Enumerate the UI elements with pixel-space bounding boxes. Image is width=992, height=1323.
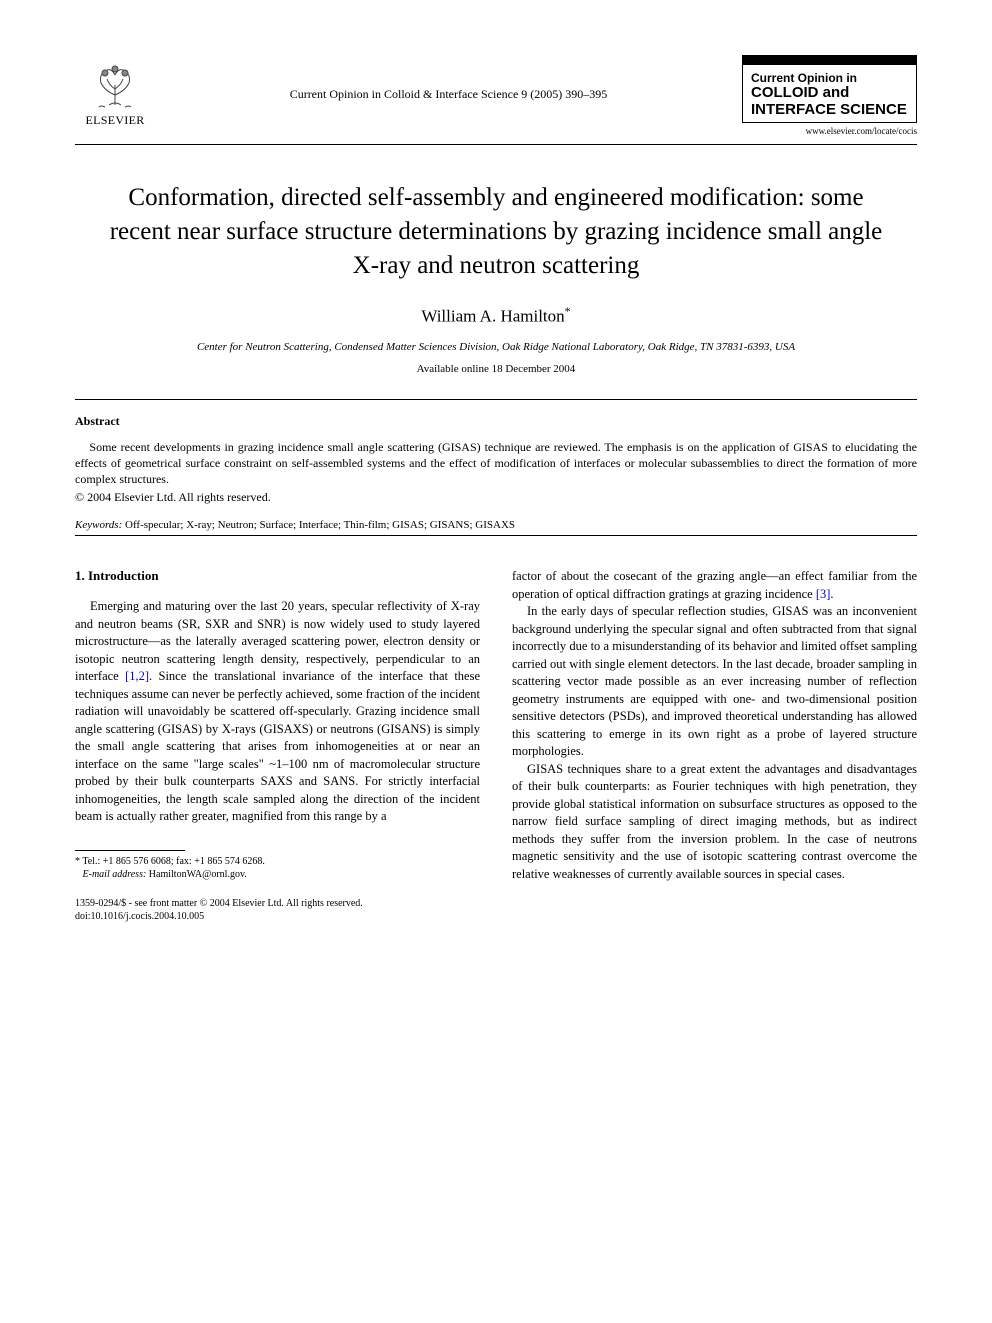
keywords-list: Off-specular; X-ray; Neutron; Surface; I… <box>125 519 515 531</box>
right-column: factor of about the cosecant of the graz… <box>512 568 917 923</box>
journal-reference: Current Opinion in Colloid & Interface S… <box>155 55 742 102</box>
post-abstract-rule <box>75 535 917 536</box>
keywords-line: Keywords: Off-specular; X-ray; Neutron; … <box>75 519 917 531</box>
footnote-email: HamiltonWA@ornl.gov. <box>149 869 247 880</box>
left-column-text: Emerging and maturing over the last 20 y… <box>75 598 480 826</box>
right-column-text: factor of about the cosecant of the graz… <box>512 568 917 883</box>
article-title: Conformation, directed self-assembly and… <box>95 181 897 282</box>
pre-abstract-rule <box>75 399 917 400</box>
journal-box-line2: COLLOID and <box>751 85 908 102</box>
intro-p1-continuation: factor of about the cosecant of the graz… <box>512 568 917 603</box>
keywords-label: Keywords: <box>75 519 122 531</box>
page-footer: 1359-0294/$ - see front matter © 2004 El… <box>75 897 480 923</box>
left-column: 1. Introduction Emerging and maturing ov… <box>75 568 480 923</box>
journal-brand-column: Current Opinion in COLLOID and INTERFACE… <box>742 55 917 136</box>
footer-doi: doi:10.1016/j.cocis.2004.10.005 <box>75 910 480 923</box>
footnote-marker: * <box>75 856 80 867</box>
journal-title-box: Current Opinion in COLLOID and INTERFACE… <box>742 55 917 123</box>
footnote-telfax: Tel.: +1 865 576 6068; fax: +1 865 574 6… <box>82 856 265 867</box>
journal-url: www.elsevier.com/locate/cocis <box>742 126 917 136</box>
intro-paragraph-3: GISAS techniques share to a great extent… <box>512 761 917 884</box>
author-affiliation: Center for Neutron Scattering, Condensed… <box>75 341 917 353</box>
abstract-heading: Abstract <box>75 414 917 429</box>
available-online: Available online 18 December 2004 <box>75 363 917 375</box>
publisher-name: ELSEVIER <box>85 113 144 128</box>
section-1-heading: 1. Introduction <box>75 568 480 584</box>
abstract-body: Some recent developments in grazing inci… <box>75 439 917 488</box>
corresponding-author-footnote: * Tel.: +1 865 576 6068; fax: +1 865 574… <box>75 855 480 881</box>
author-line: William A. Hamilton* <box>75 304 917 327</box>
publisher-logo-block: ELSEVIER <box>75 55 155 128</box>
footnote-rule <box>75 850 185 851</box>
journal-box-line1: Current Opinion in <box>751 71 908 85</box>
p1-part-b: . Since the translational invariance of … <box>75 669 480 823</box>
body-columns: 1. Introduction Emerging and maturing ov… <box>75 568 917 923</box>
elsevier-tree-icon <box>87 55 143 111</box>
footnote-email-label: E-mail address: <box>83 869 147 880</box>
footnote-email-line: E-mail address: HamiltonWA@ornl.gov. <box>75 868 480 881</box>
header-rule <box>75 144 917 145</box>
abstract-copyright: © 2004 Elsevier Ltd. All rights reserved… <box>75 490 917 505</box>
p1c-part-a: factor of about the cosecant of the graz… <box>512 569 917 601</box>
reference-link-1-2[interactable]: [1,2] <box>125 669 149 683</box>
footer-issn: 1359-0294/$ - see front matter © 2004 El… <box>75 897 480 910</box>
p1c-part-b: . <box>830 587 833 601</box>
author-name: William A. Hamilton <box>421 307 564 326</box>
author-marker: * <box>565 304 571 318</box>
journal-box-line3: INTERFACE SCIENCE <box>751 102 908 119</box>
footnote-contact: * Tel.: +1 865 576 6068; fax: +1 865 574… <box>75 855 480 868</box>
page-header: ELSEVIER Current Opinion in Colloid & In… <box>75 55 917 136</box>
intro-paragraph-2: In the early days of specular reflection… <box>512 603 917 761</box>
intro-paragraph-1: Emerging and maturing over the last 20 y… <box>75 598 480 826</box>
reference-link-3[interactable]: [3] <box>816 587 831 601</box>
